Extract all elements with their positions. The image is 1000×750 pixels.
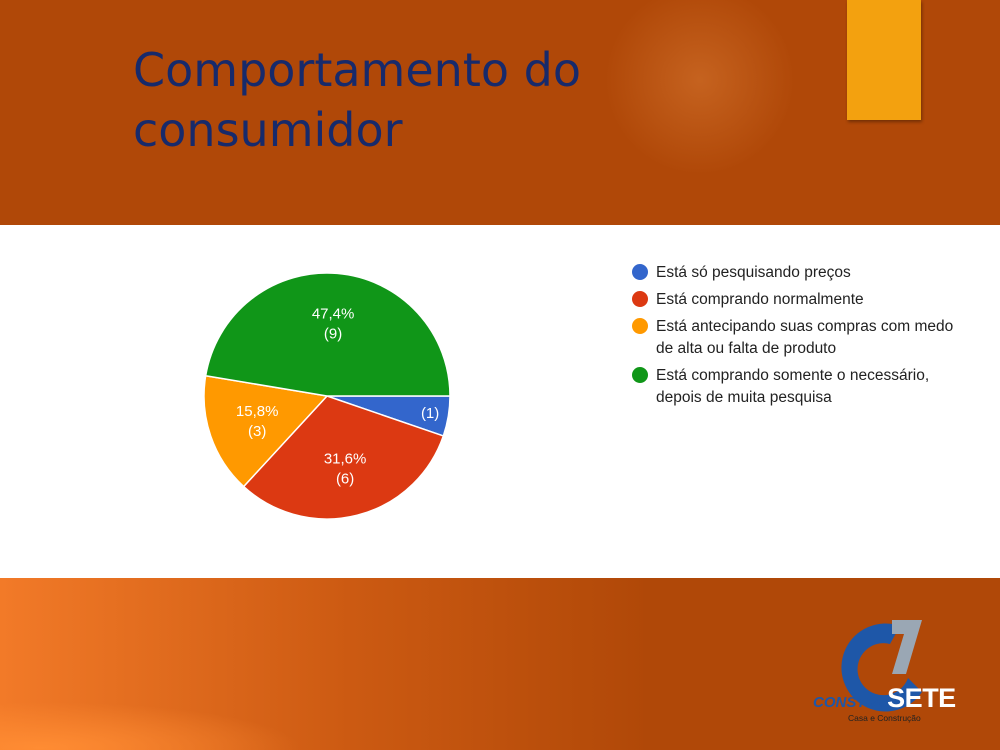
legend-item-3: Está comprando somente o necessário, dep…	[632, 365, 972, 409]
legend-swatch-0	[632, 264, 648, 280]
logo-c-shape	[841, 623, 922, 712]
legend-item-2: Está antecipando suas compras com medo d…	[632, 316, 972, 360]
footer-band	[0, 578, 1000, 750]
chart-panel	[0, 225, 1000, 578]
slide-title: Comportamento do consumidor	[133, 43, 581, 157]
chart-legend: Está só pesquisando preços Está comprando…	[632, 262, 972, 414]
accent-tab	[847, 0, 921, 120]
legend-label-0: Está só pesquisando preços	[656, 264, 851, 281]
pie-slice-2	[203, 374, 329, 488]
slice-count-label-2: (3)	[248, 423, 266, 440]
construsete-logo	[841, 620, 922, 712]
logo-wordmark: CONSTRUSETE	[813, 683, 956, 714]
logo-seven-shape	[892, 620, 922, 674]
pie-slice-1	[242, 395, 445, 520]
logo-tagline: Casa e Construção	[848, 713, 921, 723]
logo-word-part2: SETE	[887, 683, 956, 713]
legend-label-1: Está comprando normalmente	[656, 291, 864, 308]
slice-count-label-1: (6)	[336, 471, 354, 488]
legend-swatch-3	[632, 367, 648, 383]
legend-swatch-1	[632, 291, 648, 307]
slice-count-label-3: (9)	[324, 325, 342, 342]
legend-label-2: Está antecipando suas compras com medo d…	[656, 318, 954, 357]
legend-swatch-2	[632, 318, 648, 334]
slice-count-label-0: (1)	[421, 405, 439, 422]
slice-percent-label-1: 31,6%	[324, 451, 367, 468]
slice-percent-label-3: 47,4%	[312, 305, 355, 322]
logo-word-part1: CONSTRU	[813, 694, 888, 711]
header-band	[0, 0, 1000, 225]
pie-slice-3	[204, 272, 451, 397]
legend-item-0: Está só pesquisando preços	[632, 262, 972, 284]
legend-label-3: Está comprando somente o necessário, dep…	[656, 367, 930, 406]
slice-percent-label-2: 15,8%	[236, 403, 279, 420]
legend-item-1: Está comprando normalmente	[632, 289, 972, 311]
